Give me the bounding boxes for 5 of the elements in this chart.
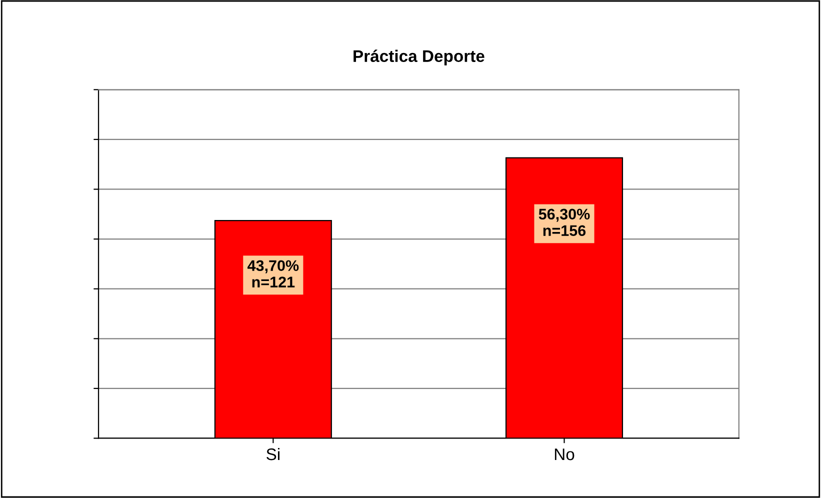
x-tick-label: No (554, 448, 574, 460)
data-label: 56,30% n=156 (538, 208, 590, 236)
data-label: 43,70% n=121 (247, 260, 299, 288)
x-tick-label: Si (266, 448, 280, 460)
chart-title: Práctica Deporte (354, 50, 484, 66)
